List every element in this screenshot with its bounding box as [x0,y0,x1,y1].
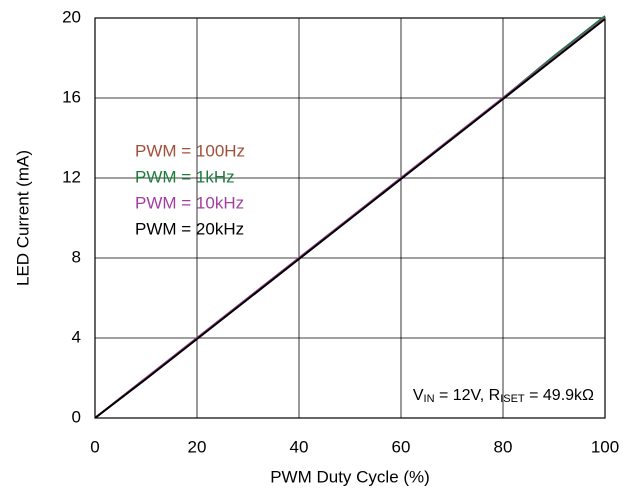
annotation-part: IN [424,393,435,405]
legend-entry: PWM = 100Hz [135,141,245,160]
y-tick-label: 12 [62,167,81,186]
annotation-part: = 49.9kΩ [525,387,594,404]
y-tick-label: 4 [72,327,81,346]
annotation-part: ISET [500,393,525,405]
annotation-part: V [413,387,424,404]
y-axis-label: LED Current (mA) [13,150,32,286]
x-tick-label: 40 [290,437,309,456]
y-tick-label: 0 [72,407,81,426]
legend-entry: PWM = 20kHz [135,219,244,238]
plot-frame [94,17,606,419]
series-line [94,18,606,419]
y-tick-label: 16 [62,87,81,106]
x-tick-label: 0 [90,437,99,456]
x-tick-label: 20 [188,437,207,456]
legend-entry: PWM = 1kHz [135,167,235,186]
annotation: VIN = 12V, RISET = 49.9kΩ [413,387,594,405]
x-axis-label: PWM Duty Cycle (%) [270,467,430,486]
x-tick-label: 80 [494,437,513,456]
y-tick-label: 8 [72,247,81,266]
legend-entry: PWM = 10kHz [135,193,244,212]
x-tick-label: 100 [591,437,619,456]
annotation-part: = 12V, R [435,387,501,404]
y-tick-label: 20 [62,7,81,26]
x-tick-label: 60 [392,437,411,456]
